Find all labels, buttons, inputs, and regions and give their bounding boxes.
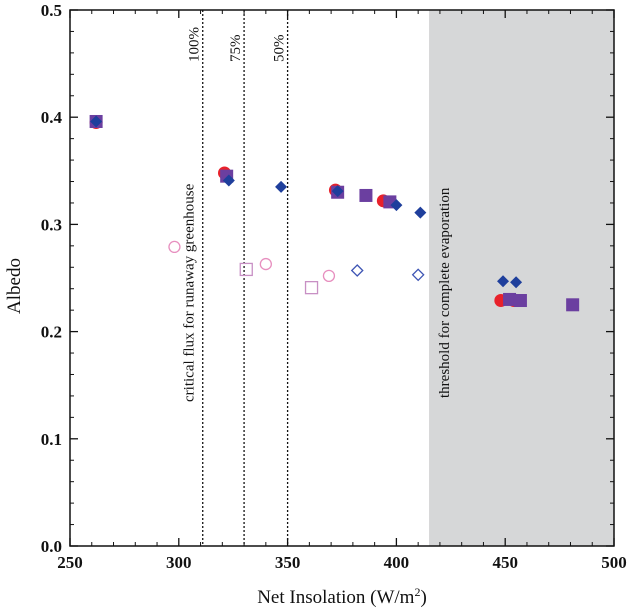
open-diamond-point	[411, 268, 425, 282]
x-axis-title-superscript: 2	[414, 585, 420, 599]
x-tick-label: 450	[492, 553, 518, 572]
y-axis-title: Albedo	[4, 258, 25, 314]
filled-diamond-point	[222, 174, 235, 187]
filled-diamond-point	[390, 199, 403, 212]
threshold-label: 100%	[187, 27, 203, 62]
x-tick-label: 500	[601, 553, 627, 572]
filled-diamond-point	[275, 180, 288, 193]
filled-diamond-point	[510, 276, 523, 289]
open-circle-point	[259, 257, 272, 271]
y-tick-label: 0.1	[41, 430, 62, 449]
annotation-runaway-greenhouse: critical flux for runaway greenhouse	[182, 183, 198, 402]
y-tick-label: 0.2	[41, 323, 62, 342]
x-tick-label: 400	[384, 553, 410, 572]
threshold-label: 50%	[272, 35, 288, 63]
filled-square-point	[513, 294, 527, 308]
y-tick-label: 0.3	[41, 215, 62, 234]
annotation-complete-evaporation: threshold for complete evaporation	[437, 187, 453, 398]
open-diamond-point	[350, 264, 364, 277]
y-axis-ticks: 0.0 0.1 0.2 0.3 0.4 0.5	[41, 1, 614, 556]
threshold-lines	[202, 10, 289, 546]
filled-square-point	[503, 292, 517, 306]
filled-diamond-point	[497, 275, 510, 288]
shaded-region	[429, 10, 614, 546]
x-tick-label: 250	[57, 553, 83, 572]
x-tick-label: 300	[166, 553, 192, 572]
x-axis-ticks: 250 300 350 400 450 500	[57, 10, 627, 572]
filled-diamond-point	[331, 185, 344, 198]
open-square-point	[239, 262, 253, 277]
x-tick-label: 350	[275, 553, 301, 572]
y-tick-label: 0.0	[41, 537, 62, 556]
filled-square-point	[359, 188, 373, 202]
open-square-point	[304, 280, 319, 295]
threshold-labels: 100% 75% 50%	[187, 27, 288, 62]
open-circle-point	[322, 269, 336, 283]
plot-frame	[69, 9, 615, 547]
y-tick-label: 0.5	[41, 1, 62, 20]
y-tick-label: 0.4	[41, 108, 63, 127]
filled-diamond-point	[90, 115, 103, 128]
x-axis-title: Net Insolation (W/m2)	[257, 585, 427, 608]
filled-square-point	[566, 298, 580, 312]
open-circle-point	[168, 240, 181, 254]
data-points	[89, 114, 580, 312]
filled-diamond-point	[414, 206, 427, 219]
threshold-label: 75%	[228, 35, 244, 63]
